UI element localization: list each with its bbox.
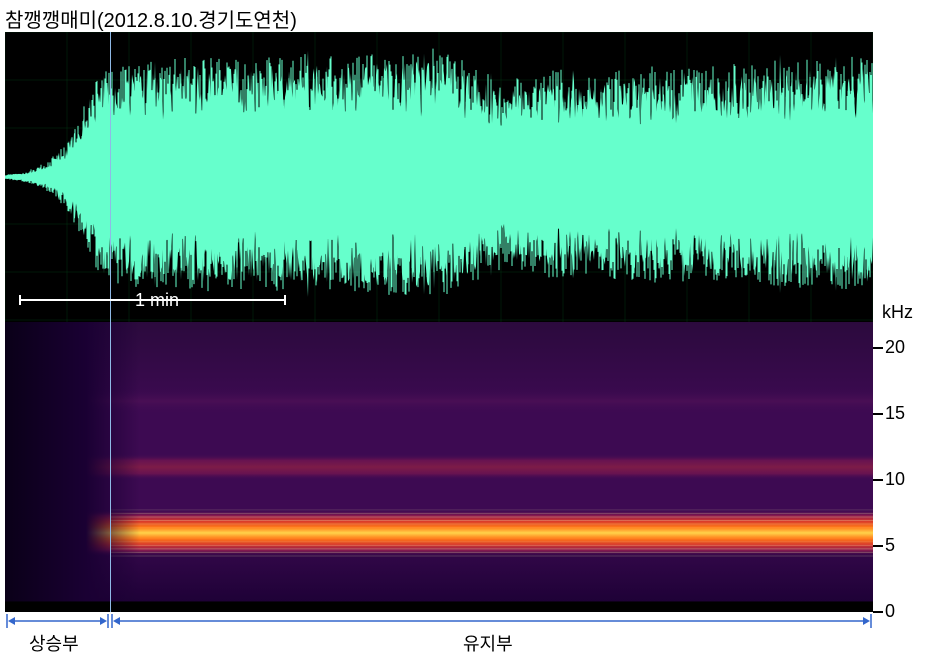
waveform-panel: 1 min [5,32,873,322]
y-tick-mark [873,347,883,349]
spectrogram-svg [5,322,873,612]
spectrogram-divider-line [110,322,111,612]
y-axis-unit: kHz [882,302,913,323]
chart-title: 참깽깽매미(2012.8.10.경기도연천) [5,4,297,33]
y-tick-label: 10 [885,469,925,490]
y-tick-mark [873,545,883,547]
y-tick-label: 0 [885,601,925,622]
waveform-divider-line [110,32,111,322]
waveform-svg [5,32,873,322]
time-scale-label: 1 min [135,290,179,311]
bracket-svg [5,612,873,630]
segment-labels: 상승부 유지부 [5,630,873,652]
y-tick-label: 20 [885,337,925,358]
y-tick-label: 15 [885,403,925,424]
y-axis: 20151050 [873,322,920,612]
y-tick-label: 5 [885,535,925,556]
segment-brackets [5,612,873,630]
y-tick-mark [873,413,883,415]
y-tick-mark [873,611,883,613]
plot-area: 1 min [5,32,873,612]
spectrogram-panel [5,322,873,612]
segment-label-sustain: 유지부 [463,630,513,656]
segment-label-rise: 상승부 [29,630,79,656]
y-tick-mark [873,479,883,481]
